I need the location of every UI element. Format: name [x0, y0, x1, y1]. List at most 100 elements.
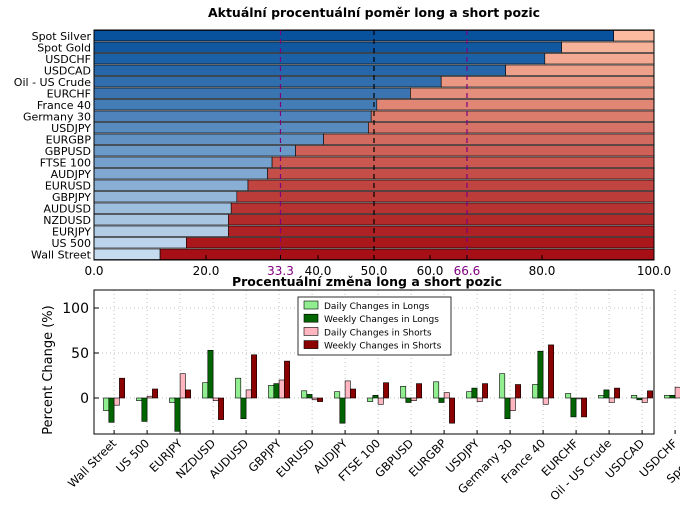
change-bar	[603, 389, 610, 399]
change-bar	[169, 397, 176, 403]
long-bar	[93, 87, 411, 99]
short-bar	[228, 214, 655, 226]
category-label: USDCAD	[44, 64, 91, 77]
change-bar	[367, 397, 374, 402]
x-tick-label: 50.0	[361, 264, 388, 278]
change-bar	[268, 385, 275, 399]
short-bar	[410, 87, 655, 99]
legend-entry: Weekly Changes in Shorts	[324, 342, 442, 352]
change-bar	[218, 397, 224, 420]
change-bar	[598, 394, 605, 399]
change-bar	[344, 380, 351, 399]
category-label: France 40	[37, 99, 91, 112]
change-bar	[499, 373, 506, 399]
short-bar	[247, 179, 655, 191]
change-bar	[108, 397, 115, 423]
change-bar	[284, 360, 290, 399]
short-bar	[370, 110, 655, 122]
long-bar	[93, 179, 249, 191]
change-bar	[509, 397, 516, 411]
long-bar	[93, 53, 546, 65]
change-bar	[185, 389, 191, 399]
change-bar	[202, 382, 209, 399]
legend-swatch	[303, 300, 319, 310]
long-bar	[93, 237, 187, 249]
short-bar	[186, 237, 655, 249]
legend-entry: Daily Changes in Shorts	[324, 328, 432, 338]
x-tick-label: US 500	[113, 436, 152, 475]
x-tick-label: 66.6	[454, 264, 481, 278]
change-bar	[542, 397, 549, 405]
short-bar	[295, 145, 655, 157]
category-label: AUDJPY	[51, 168, 92, 181]
legend-swatch	[303, 327, 319, 336]
legend-box	[297, 296, 452, 356]
long-bar	[93, 202, 232, 214]
long-bar	[93, 122, 369, 134]
change-bar	[311, 397, 318, 401]
long-bar	[93, 214, 229, 226]
x-tick-label: 80.0	[529, 264, 556, 278]
change-bar	[581, 397, 588, 418]
long-bar	[93, 168, 268, 180]
legend-swatch	[303, 340, 319, 349]
category-label: EURJPY	[52, 225, 91, 238]
change-bar	[350, 388, 356, 399]
change-bar	[669, 394, 676, 399]
top-chart-title: Aktuální procentuální poměr long a short…	[208, 5, 540, 20]
change-bar	[251, 354, 257, 399]
change-bar	[113, 397, 120, 406]
category-label: Wall Street	[31, 248, 92, 261]
change-bar	[207, 349, 214, 399]
category-label: GBPUSD	[45, 145, 91, 158]
change-bar	[433, 381, 440, 399]
change-bar	[306, 394, 313, 399]
change-bar	[631, 394, 638, 399]
change-bar	[103, 397, 110, 411]
change-bar	[372, 394, 379, 399]
long-bar	[93, 133, 324, 145]
bottom-bars-group	[103, 344, 680, 432]
x-tick-label: 40.0	[305, 264, 332, 278]
change-bar	[565, 393, 572, 399]
short-bar	[228, 225, 655, 237]
short-bar	[376, 99, 655, 111]
change-bar	[339, 397, 346, 424]
change-bar	[410, 397, 417, 401]
category-label: EURGBP	[46, 133, 92, 146]
change-bar	[466, 391, 473, 399]
long-bar	[93, 191, 238, 203]
change-bar	[443, 392, 450, 399]
legend-entry: Weekly Changes in Longs	[324, 315, 439, 325]
long-bar	[93, 110, 372, 122]
bottom-legend: Daily Changes in Longs Weekly Changes in …	[297, 296, 452, 356]
short-bar	[230, 202, 655, 214]
change-bar	[449, 397, 455, 424]
short-bar	[613, 30, 655, 42]
change-bar	[647, 390, 654, 399]
bottom-plot-frame	[93, 289, 655, 435]
y-tick-label: 50	[71, 346, 89, 362]
change-bar	[400, 385, 407, 399]
category-label: NZDUSD	[43, 214, 91, 227]
legend-swatch	[303, 313, 319, 323]
long-bar	[93, 99, 378, 111]
short-bar	[323, 133, 655, 145]
long-bar	[93, 30, 614, 42]
category-label: Germany 30	[23, 110, 91, 123]
change-bar	[482, 383, 488, 399]
change-bar	[146, 395, 153, 399]
category-label: EURUSD	[45, 179, 91, 192]
short-bar	[561, 41, 655, 53]
x-tick-label: 0.0	[84, 264, 103, 278]
change-bar	[515, 384, 522, 399]
long-bar	[93, 41, 562, 53]
category-label: EURCHF	[47, 87, 91, 100]
top-bars-group	[93, 30, 655, 260]
change-bar	[136, 397, 143, 401]
change-bar	[377, 397, 384, 405]
short-bar	[505, 64, 655, 76]
change-bar	[641, 397, 648, 403]
